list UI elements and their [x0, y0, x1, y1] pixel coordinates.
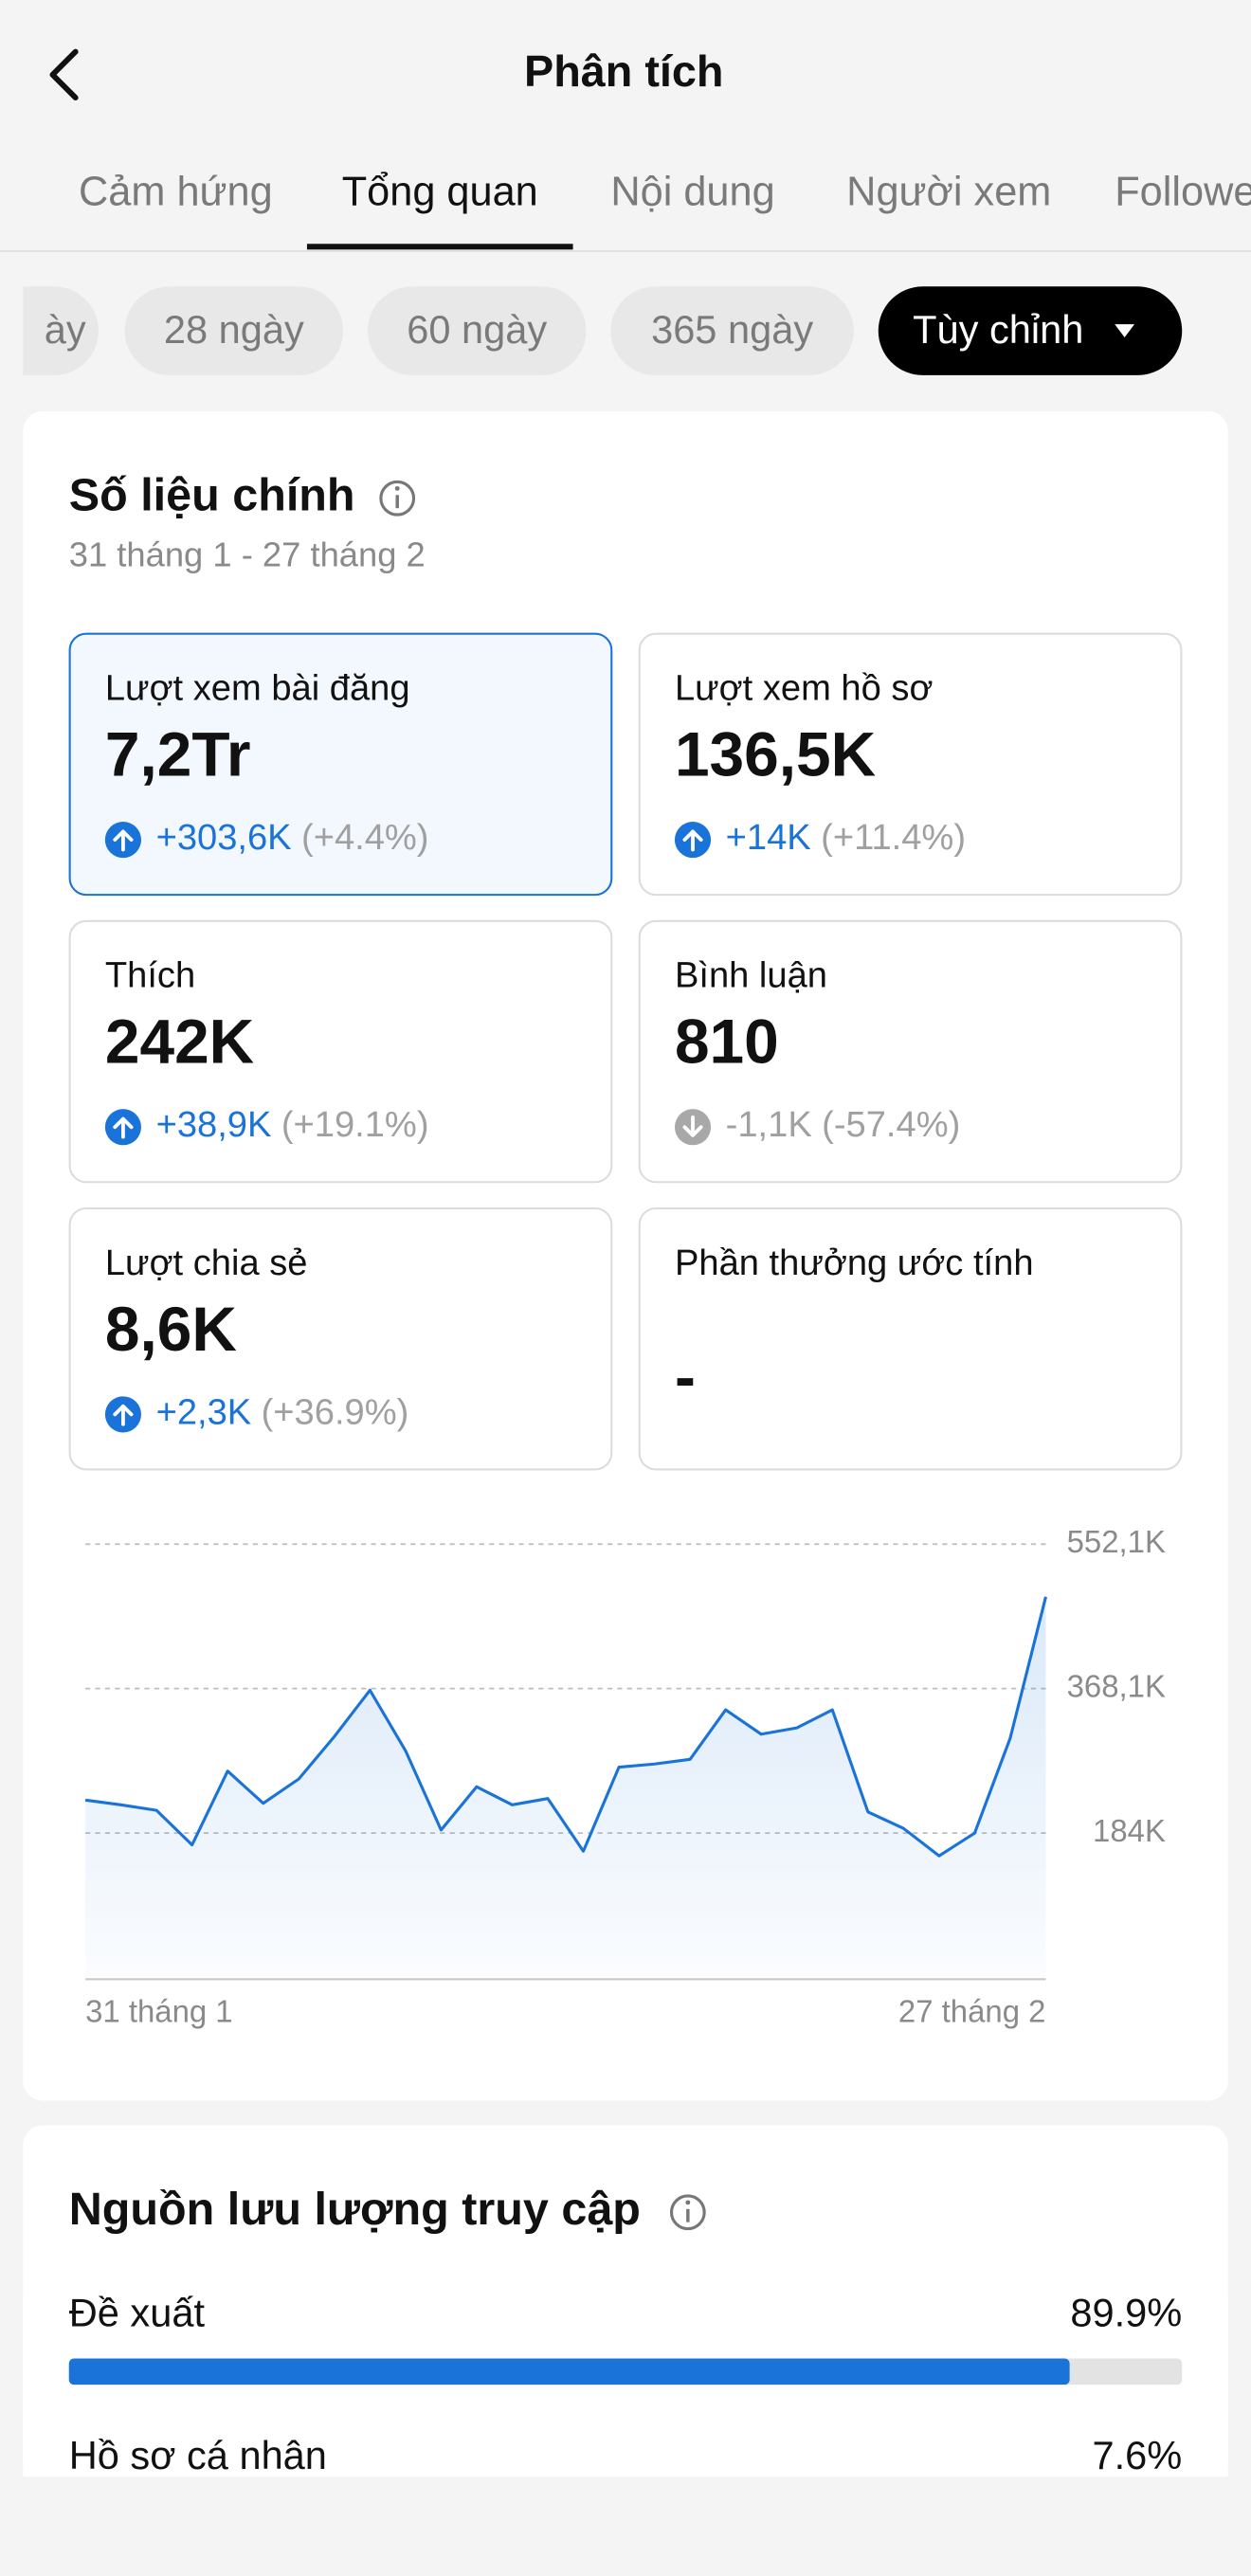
metric-value: 810: [675, 1007, 779, 1077]
section-title: Nguồn lưu lượng truy cập: [69, 2184, 641, 2235]
chip-bg: [23, 286, 99, 375]
change-value: +2,3K: [156, 1392, 252, 1432]
chip-bar: ày 28 ngày 60 ngày 365 ngày Tùy chỉnh: [0, 286, 1183, 375]
change-percent: (-57.4%): [822, 1105, 960, 1145]
y-tick-label: 552,1K: [1067, 1524, 1166, 1559]
trend-arrow: [682, 1115, 703, 1137]
traffic-percent: 89.9%: [1070, 2290, 1182, 2334]
change-value: +14K: [726, 818, 811, 858]
tab-underline: [306, 244, 573, 250]
metric-card[interactable]: Phần thưởng ước tính -: [638, 1206, 1183, 1471]
traffic-name: Đề xuất: [69, 2290, 206, 2334]
trend-arrow: [113, 829, 134, 852]
tab[interactable]: Tổng quan: [342, 170, 538, 215]
tab[interactable]: Người xem: [846, 170, 1051, 215]
metric-change: +14K (+11.4%): [726, 818, 966, 858]
metric-card[interactable]: Lượt chia sẻ 8,6K +2,3K (+36.9%): [68, 1206, 613, 1471]
tab-bar: Cảm hứng Tổng quan Nội dung Người xem Follow…: [79, 170, 1251, 250]
chip-label: 365 ngày: [651, 307, 813, 352]
metric-card[interactable]: Thích 242K +38,9K (+19.1%): [68, 919, 613, 1184]
metric-card[interactable]: Lượt xem bài đăng 7,2Tr +303,6K (+4.4%): [68, 632, 613, 897]
page-title: Phân tích: [524, 46, 723, 96]
metric-label: Phần thưởng ước tính: [675, 1243, 1034, 1283]
metric-card-bg: [68, 1206, 613, 1471]
trend-arrow: [682, 829, 703, 852]
bar-fill: [68, 2358, 1070, 2386]
metric-card-bg: [638, 1206, 1183, 1471]
change-value: +38,9K: [156, 1105, 272, 1145]
chip-bg: [878, 286, 1183, 375]
chip-bg: [368, 286, 587, 375]
back-button[interactable]: [49, 48, 79, 101]
y-tick-label: 184K: [1093, 1813, 1166, 1848]
metric-value: -: [675, 1341, 696, 1411]
metric-card[interactable]: Lượt xem hồ sơ 136,5K +14K (+11.4%): [638, 632, 1183, 897]
x-tick-label: 31 tháng 1: [85, 1993, 233, 2028]
change-value: +303,6K: [156, 818, 292, 858]
section-title: Số liệu chính: [69, 470, 355, 521]
chip-label: 60 ngày: [407, 307, 547, 352]
metric-value: 7,2Tr: [105, 719, 251, 789]
metric-label: Lượt xem hồ sơ: [675, 669, 933, 709]
metric-label: Lượt chia sẻ: [105, 1243, 308, 1283]
chip[interactable]: 60 ngày: [368, 286, 587, 375]
x-tick-label: 27 tháng 2: [898, 1993, 1046, 2028]
chip-bg: [124, 286, 344, 375]
metric-value: 242K: [105, 1007, 254, 1077]
line-chart: 184K 368,1K 552,1K 31 tháng 1 27 tháng 2: [84, 1524, 1166, 2028]
tab[interactable]: Nội dung: [610, 170, 774, 215]
date-range: 31 tháng 1 - 27 tháng 2: [69, 535, 426, 574]
metric-label: Thích: [105, 956, 195, 996]
change-percent: (+19.1%): [281, 1105, 429, 1145]
chip-label: Tùy chỉnh: [913, 307, 1083, 352]
metric-card[interactable]: Bình luận 810 -1,1K (-57.4%): [638, 919, 1183, 1184]
traffic-list: Đề xuất 89.9% Hồ sơ cá nhân 7.6%: [68, 2290, 1183, 2477]
trend-arrow: [113, 1116, 134, 1139]
line: [84, 1596, 1047, 1858]
dropdown-caret: [1115, 324, 1135, 338]
tab[interactable]: Followers: [1115, 170, 1251, 215]
metric-change: +38,9K (+19.1%): [156, 1105, 429, 1145]
change-percent: (+4.4%): [301, 818, 429, 858]
metric-change: +303,6K (+4.4%): [156, 818, 429, 858]
chip-label: ày: [45, 307, 86, 352]
chip-bg: [610, 286, 854, 375]
info-icon[interactable]: [669, 2194, 706, 2231]
chip[interactable]: Tùy chỉnh: [878, 286, 1183, 375]
chip-label: 28 ngày: [164, 307, 304, 352]
traffic-name: Hồ sơ cá nhân: [69, 2433, 327, 2477]
traffic-card-lower: [23, 2299, 1228, 2477]
chip[interactable]: 365 ngày: [610, 286, 854, 375]
traffic-percent: 7.6%: [1093, 2433, 1183, 2477]
metric-value: 136,5K: [675, 719, 876, 789]
chip[interactable]: 28 ngày: [124, 286, 344, 375]
metric-change: +2,3K (+36.9%): [156, 1392, 409, 1432]
tab[interactable]: Cảm hứng: [79, 170, 273, 215]
metric-card-bg: [68, 632, 613, 897]
info-icon[interactable]: [379, 480, 416, 517]
metric-card-bg: [638, 632, 1183, 897]
metric-change: -1,1K (-57.4%): [726, 1105, 961, 1145]
change-percent: (+11.4%): [821, 818, 966, 858]
metric-card-bg: [68, 919, 613, 1184]
change-percent: (+36.9%): [262, 1392, 409, 1432]
metric-label: Bình luận: [675, 956, 827, 996]
change-value: -1,1K: [726, 1105, 812, 1145]
chip[interactable]: ày: [0, 286, 99, 375]
area: [85, 1596, 1046, 1978]
metric-value: 8,6K: [105, 1294, 237, 1364]
trend-arrow: [113, 1404, 134, 1426]
metric-card-bg: [638, 919, 1183, 1184]
metric-label: Lượt xem bài đăng: [105, 669, 410, 709]
y-tick-label: 368,1K: [1067, 1668, 1166, 1703]
